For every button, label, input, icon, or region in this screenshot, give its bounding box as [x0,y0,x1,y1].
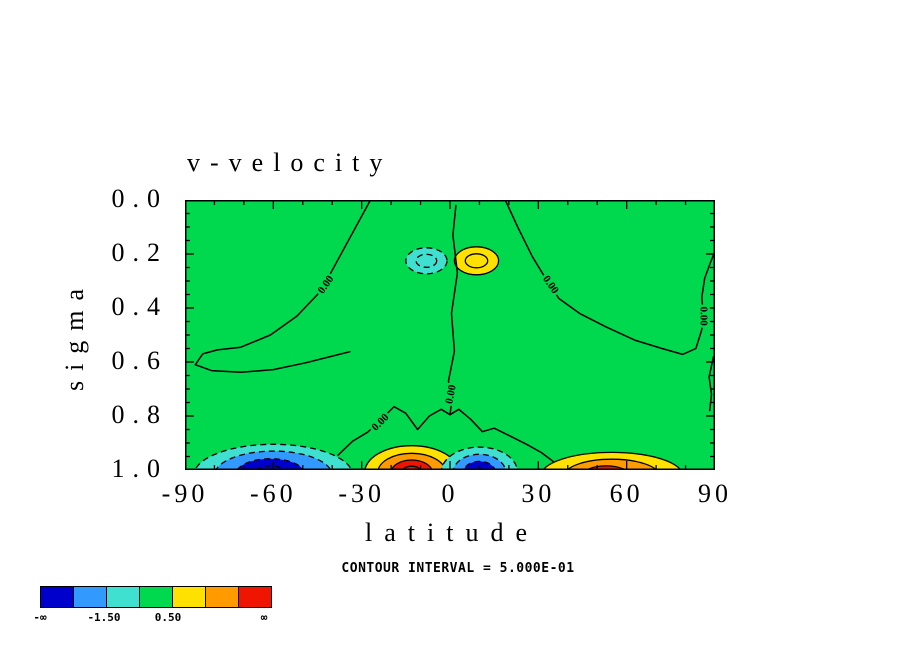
contour-fill-region [453,246,500,276]
x-tick-label: -30 [338,479,385,508]
y-tick-label: 0.6 [111,346,168,375]
zero-contour-line [337,405,554,463]
contour-value-label: 0.00 [698,306,710,326]
colorbar-cell [74,587,107,607]
colorbar-cell [41,587,74,607]
x-axis-label: latitude [365,518,539,547]
zero-contour-line [194,200,372,374]
x-tick-label: 90 [698,479,732,508]
y-tick-label: 0.4 [111,292,168,321]
colorbar-cell [107,587,140,607]
colorbar-boundary-label: -1.50 [87,611,121,624]
contour-features [194,200,715,470]
colorbar-boundary-label: 0.50 [154,611,182,624]
contour-fill-region [464,253,489,269]
y-tick-label: 0.2 [111,238,168,267]
contour-fill-region [566,458,658,470]
colorbar-cell [173,587,206,607]
plot-background [185,200,715,470]
x-tick-label: 30 [521,479,556,508]
colorbar-cell [206,587,239,607]
y-tick-label: 1.0 [111,454,168,483]
y-tick-label: 0.8 [111,400,168,429]
contour-fill-region [390,459,433,470]
x-tick-label: 0 [441,479,459,508]
colorbar-boundary-label: ∞ [260,611,268,624]
contour-fill-region [415,253,438,268]
contour-fill-region [401,465,422,470]
colorbar-cell [239,587,271,607]
contour-fill-region [236,458,305,470]
chart-title: v-velocity [187,148,393,177]
x-tick-label: -60 [249,479,297,508]
colorbar [40,586,272,608]
zero-contour-line [505,200,715,356]
colorbar-boundary-label: -∞ [33,611,47,624]
x-tick-label: -90 [161,479,209,508]
zero-contour-line [447,204,459,416]
contour-plot: 0.00 0.000.000.000.00 [185,200,715,470]
y-tick-label: 0.0 [111,184,168,213]
contour-interval-caption: CONTOUR INTERVAL = 5.000E-01 [341,561,575,576]
contour-fill-region [254,465,286,470]
x-tick-label: 60 [609,479,644,508]
contour-fill-region [405,247,448,275]
plot-frame [185,200,715,470]
colorbar-cell [140,587,173,607]
